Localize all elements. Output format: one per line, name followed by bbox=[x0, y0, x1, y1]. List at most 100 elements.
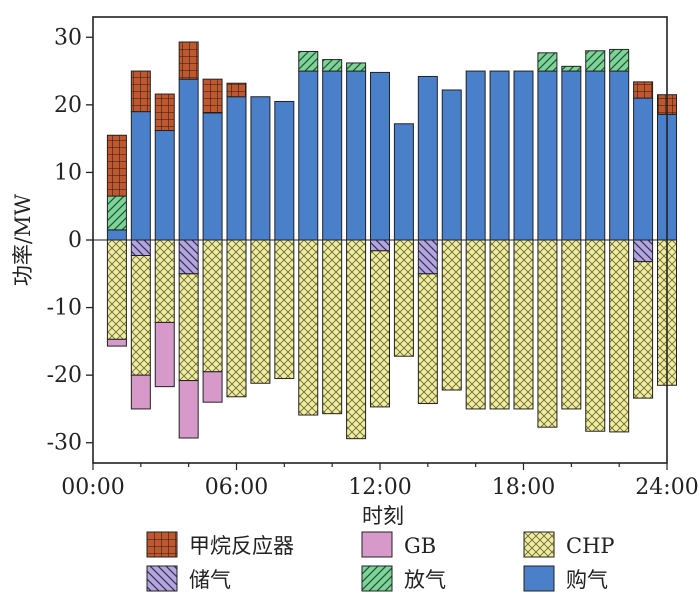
bar-release-21 bbox=[585, 50, 606, 72]
legend-swatch-release bbox=[361, 565, 393, 592]
bar-buy-23 bbox=[633, 97, 654, 241]
x-tick-label: 12:00 bbox=[348, 475, 411, 500]
bar-storage-12 bbox=[370, 239, 390, 252]
bar-chp-11 bbox=[346, 239, 367, 440]
bar-chp-4 bbox=[178, 273, 199, 382]
bar-methane-5 bbox=[202, 78, 223, 114]
bar-buy-16 bbox=[465, 70, 486, 241]
bar-chp-23 bbox=[633, 261, 654, 399]
y-tick-label: 30 bbox=[54, 25, 82, 50]
bar-buy-20 bbox=[561, 70, 582, 241]
bar-chp-9 bbox=[298, 239, 319, 416]
legend-label-release: 放气 bbox=[404, 568, 446, 592]
bar-buy-7 bbox=[250, 96, 271, 241]
bar-chp-5 bbox=[202, 239, 223, 373]
bar-release-10 bbox=[322, 59, 343, 72]
bar-methane-1 bbox=[106, 134, 127, 197]
bar-chp-14 bbox=[417, 273, 438, 405]
bar-release-1 bbox=[106, 195, 127, 231]
bar-chp-3 bbox=[154, 239, 175, 323]
y-tick-label: 10 bbox=[54, 160, 82, 185]
bar-gb-2 bbox=[130, 374, 151, 410]
bar-methane-23 bbox=[633, 81, 654, 99]
bar-gb-3 bbox=[154, 321, 175, 388]
bar-chp-10 bbox=[322, 239, 343, 415]
bar-buy-19 bbox=[537, 70, 558, 241]
bar-release-11 bbox=[346, 62, 367, 72]
y-axis-label: 功率/MW bbox=[11, 194, 35, 287]
bar-buy-3 bbox=[154, 130, 175, 241]
bar-chp-20 bbox=[561, 239, 582, 410]
bar-chp-12 bbox=[370, 250, 390, 408]
y-tick-label: -30 bbox=[47, 431, 82, 456]
bar-gb-1 bbox=[106, 338, 127, 347]
bar-storage-23 bbox=[633, 239, 654, 263]
legend-label-gb: GB bbox=[404, 534, 436, 558]
legend-label-storage: 储气 bbox=[189, 568, 231, 592]
bar-chp-2 bbox=[130, 255, 151, 376]
bar-storage-4 bbox=[178, 239, 199, 275]
x-axis: 00:00 06:00 12:00 18:00 24:00 bbox=[61, 463, 699, 500]
bar-buy-15 bbox=[441, 89, 462, 241]
legend-swatch-gb bbox=[361, 531, 393, 558]
bar-chp-6 bbox=[226, 239, 247, 398]
bar-methane-4 bbox=[178, 41, 199, 80]
legend-swatch-chp bbox=[523, 531, 555, 558]
bar-chp-7 bbox=[250, 239, 271, 384]
bar-release-20 bbox=[561, 65, 582, 72]
legend-swatch-methane bbox=[146, 531, 178, 558]
y-tick-label: 0 bbox=[68, 228, 82, 253]
bar-chp-13 bbox=[393, 239, 414, 357]
legend-swatch-storage bbox=[146, 565, 178, 592]
bar-chp-1 bbox=[106, 239, 127, 340]
bar-storage-2 bbox=[130, 239, 151, 257]
x-tick-label: 06:00 bbox=[205, 475, 268, 500]
bar-chp-17 bbox=[489, 239, 510, 410]
legend-swatch-buy bbox=[523, 565, 555, 592]
x-axis-label: 时刻 bbox=[362, 504, 404, 528]
bar-gb-5 bbox=[202, 371, 223, 403]
x-tick-label: 18:00 bbox=[492, 475, 555, 500]
legend: 甲烷反应器 GB CHP 储气 放气 购气 bbox=[146, 531, 615, 592]
bar-storage-14 bbox=[417, 239, 438, 275]
bar-buy-9 bbox=[298, 70, 319, 241]
bar-methane-6 bbox=[226, 82, 247, 98]
bar-buy-2 bbox=[130, 111, 151, 241]
y-tick-label: 20 bbox=[54, 93, 82, 118]
bar-chp-22 bbox=[609, 239, 630, 433]
bar-release-9 bbox=[298, 50, 319, 72]
y-tick-label: -20 bbox=[47, 363, 82, 388]
y-axis: -30 -20 -10 0 10 20 30 bbox=[47, 25, 93, 456]
bar-buy-5 bbox=[202, 112, 223, 241]
legend-label-chp: CHP bbox=[566, 534, 615, 558]
bar-chp-19 bbox=[537, 239, 558, 428]
legend-label-methane: 甲烷反应器 bbox=[189, 534, 294, 558]
bar-chp-18 bbox=[513, 239, 534, 410]
bar-chp-21 bbox=[585, 239, 606, 432]
bar-buy-13 bbox=[393, 123, 414, 241]
bar-buy-22 bbox=[609, 70, 630, 241]
bar-buy-14 bbox=[417, 75, 438, 241]
bar-release-22 bbox=[609, 48, 630, 72]
bar-release-19 bbox=[537, 52, 558, 72]
bar-buy-1 bbox=[106, 229, 127, 241]
bar-chp-15 bbox=[441, 239, 462, 391]
bar-buy-6 bbox=[226, 96, 247, 241]
legend-label-buy: 购气 bbox=[566, 568, 608, 592]
bar-buy-10 bbox=[322, 70, 343, 241]
bar-gb-4 bbox=[178, 380, 199, 439]
bar-buy-11 bbox=[346, 70, 367, 241]
y-tick-label: -10 bbox=[47, 296, 82, 321]
bar-buy-21 bbox=[585, 70, 606, 241]
bar-buy-17 bbox=[489, 70, 510, 241]
bar-buy-4 bbox=[178, 78, 199, 241]
bar-methane-2 bbox=[130, 70, 151, 113]
x-tick-label: 24:00 bbox=[635, 475, 698, 500]
bar-buy-8 bbox=[274, 100, 295, 241]
x-tick-label: 00:00 bbox=[61, 475, 124, 500]
bar-buy-12 bbox=[370, 71, 390, 241]
bar-chp-8 bbox=[274, 239, 295, 380]
bar-methane-3 bbox=[154, 93, 175, 132]
